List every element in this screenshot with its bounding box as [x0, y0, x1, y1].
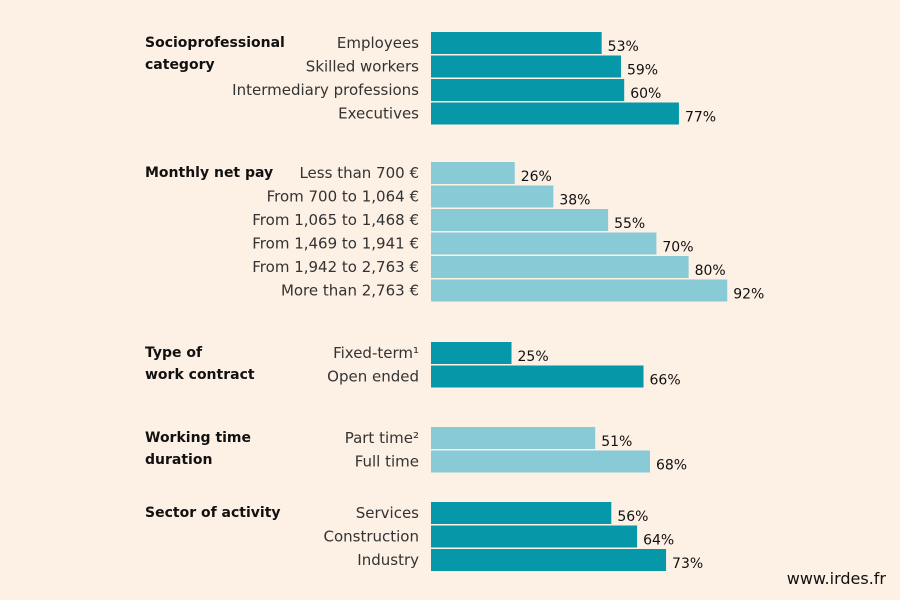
bar: [431, 185, 554, 208]
bar: [431, 32, 602, 54]
bar: [431, 342, 512, 364]
data-label: 64%: [643, 533, 674, 549]
category-label: Intermediary professions: [232, 81, 419, 99]
category-label: More than 2,763 €: [281, 282, 419, 300]
group-title: Socioprofessional: [145, 35, 285, 51]
category-label: Fixed-term¹: [333, 344, 419, 362]
group-title: Sector of activity: [145, 505, 281, 521]
group-title: Type of: [145, 345, 203, 361]
bar: [431, 427, 596, 449]
category-label: From 1,065 to 1,468 €: [252, 211, 419, 229]
data-label: 56%: [617, 509, 648, 525]
category-label: Industry: [357, 551, 419, 569]
group-title: category: [145, 57, 215, 73]
data-label: 51%: [601, 434, 632, 450]
data-label: 60%: [630, 86, 661, 102]
data-label: 66%: [650, 373, 681, 389]
data-label: 53%: [608, 39, 639, 55]
bar: [431, 256, 689, 278]
data-label: 25%: [518, 349, 549, 365]
bar: [431, 525, 638, 548]
bar: [431, 502, 612, 524]
bar: [431, 55, 621, 78]
category-label: Open ended: [327, 368, 419, 386]
category-label: Full time: [355, 453, 419, 471]
bar: [431, 549, 667, 571]
category-label: Executives: [338, 105, 419, 123]
data-label: 70%: [662, 240, 693, 256]
bar: [431, 450, 650, 473]
data-label: 26%: [521, 169, 552, 185]
data-label: 92%: [733, 287, 764, 303]
bar: [431, 102, 679, 125]
category-label: Part time²: [345, 429, 419, 447]
group-title: duration: [145, 452, 212, 468]
data-label: 38%: [559, 193, 590, 209]
bar: [431, 162, 515, 184]
group-title: Working time: [145, 430, 251, 446]
data-label: 80%: [695, 263, 726, 279]
bar: [431, 209, 609, 231]
data-label: 55%: [614, 216, 645, 232]
bar: [431, 232, 657, 255]
data-label: 73%: [672, 556, 703, 572]
category-label: Skilled workers: [306, 58, 419, 76]
category-label: Services: [356, 504, 419, 522]
bar: [431, 365, 644, 388]
category-label: From 1,469 to 1,941 €: [252, 235, 419, 253]
category-label: From 1,942 to 2,763 €: [252, 258, 419, 276]
data-label: 59%: [627, 63, 658, 79]
source-credit: www.irdes.fr: [786, 569, 886, 588]
bar: [431, 279, 728, 302]
bar: [431, 79, 625, 101]
data-label: 68%: [656, 458, 687, 474]
group-title: Monthly net pay: [145, 165, 273, 181]
data-label: 77%: [685, 110, 716, 126]
category-label: Less than 700 €: [299, 164, 419, 182]
category-label: Construction: [323, 528, 419, 546]
group-title: work contract: [145, 367, 255, 383]
category-label: From 700 to 1,064 €: [267, 188, 419, 206]
category-label: Employees: [337, 34, 419, 52]
